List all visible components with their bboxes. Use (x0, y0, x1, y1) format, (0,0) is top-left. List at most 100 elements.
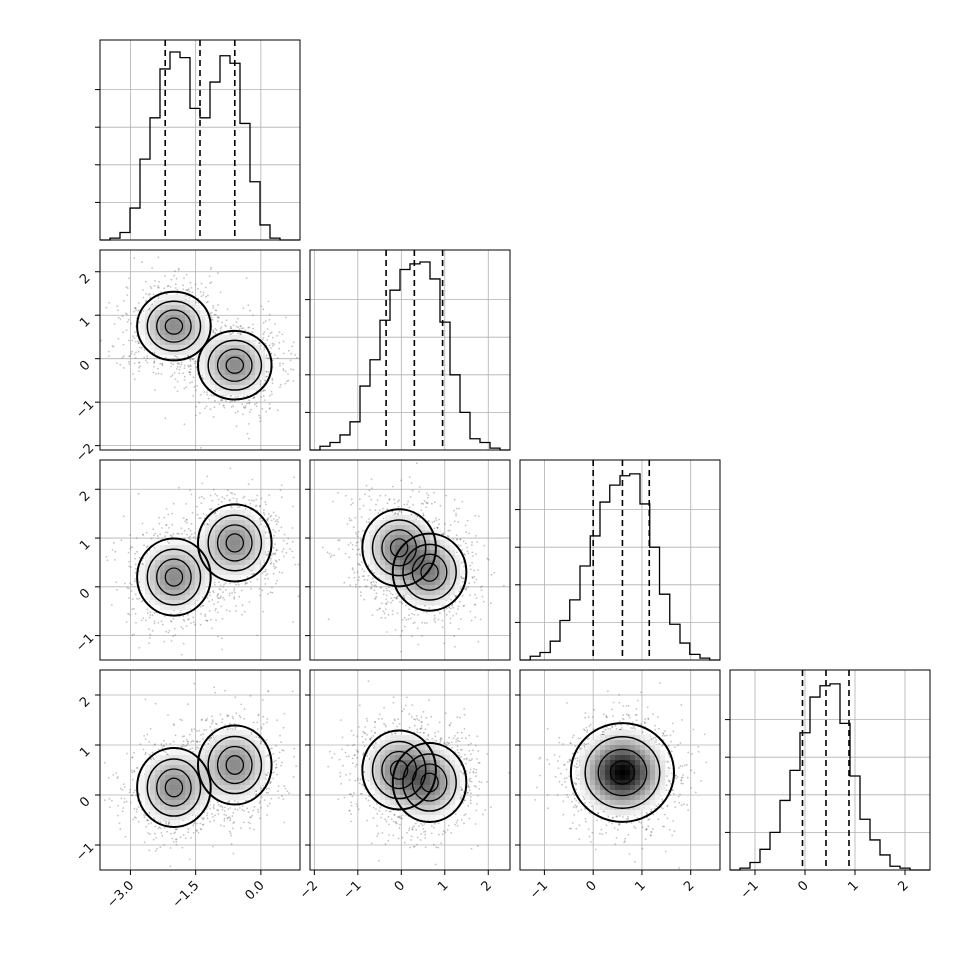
density-cell (160, 565, 166, 571)
density-cell (225, 540, 231, 546)
scatter-point (197, 287, 199, 290)
scatter-point (395, 596, 398, 599)
scatter-point (151, 303, 154, 306)
scatter-point (138, 361, 141, 364)
scatter-point (453, 498, 456, 501)
scatter-point (187, 527, 190, 530)
density-cell (145, 555, 151, 561)
scatter-point (153, 361, 156, 363)
scatter-point (243, 495, 246, 498)
density-cell (180, 565, 186, 571)
scatter-point (230, 507, 233, 509)
density-cell (170, 300, 176, 306)
scatter-point (408, 608, 411, 611)
scatter-point (220, 637, 223, 639)
scatter-point (279, 489, 282, 491)
scatter-point (271, 382, 274, 385)
scatter-point (189, 535, 192, 538)
density-cell (250, 535, 256, 541)
scatter-point (163, 287, 166, 290)
density-cell (180, 340, 186, 346)
scatter-point (409, 496, 412, 498)
density-cell (240, 355, 246, 361)
density-cell (230, 525, 236, 531)
density-cell (250, 355, 256, 361)
scatter-point (274, 553, 276, 556)
scatter-point (261, 519, 264, 522)
scatter-point (166, 531, 169, 534)
scatter-point (163, 640, 166, 643)
scatter-point (250, 569, 252, 572)
scatter-point (264, 375, 267, 378)
density-cell (205, 320, 211, 326)
scatter-point (145, 359, 147, 362)
scatter-point (266, 553, 269, 556)
scatter-point (279, 364, 281, 367)
scatter-point (410, 482, 413, 484)
scatter-point (183, 277, 185, 279)
scatter-point (229, 610, 231, 612)
scatter-point (250, 408, 252, 411)
scatter-point (266, 519, 269, 522)
density-cell (210, 540, 216, 546)
density-cell (175, 565, 181, 571)
density-cell (200, 370, 206, 376)
scatter-point (170, 620, 173, 623)
scatter-point (349, 584, 352, 587)
scatter-point (447, 529, 450, 532)
density-cell (250, 365, 256, 371)
scatter-point (212, 488, 215, 491)
scatter-point (148, 293, 151, 295)
density-cell (180, 605, 186, 611)
scatter-point (270, 519, 273, 522)
scatter-point (165, 524, 168, 526)
scatter-point (149, 611, 152, 613)
scatter-point (469, 564, 472, 567)
density-cell (180, 550, 186, 556)
density-cell (220, 335, 226, 341)
scatter-point (487, 558, 490, 561)
density-cell (245, 380, 251, 386)
density-cell (210, 365, 216, 371)
scatter-point (210, 316, 213, 319)
scatter-point (263, 561, 266, 564)
scatter-point (421, 621, 424, 624)
scatter-point (462, 605, 465, 607)
scatter-point (223, 406, 226, 409)
scatter-point (165, 293, 168, 296)
density-cell (235, 525, 241, 531)
density-cell (220, 535, 226, 541)
scatter-point (217, 503, 220, 506)
scatter-point (213, 603, 215, 605)
scatter-point (411, 635, 413, 638)
scatter-point (420, 509, 423, 512)
scatter-point (240, 589, 243, 592)
scatter-point (128, 363, 131, 365)
scatter-point (190, 522, 193, 525)
scatter-point (196, 505, 198, 508)
scatter-point (146, 357, 149, 360)
scatter-point (422, 512, 425, 515)
scatter-point (134, 567, 137, 570)
density-cell (230, 385, 236, 391)
density-cell (255, 520, 261, 526)
density-cell (250, 565, 256, 571)
scatter-point (368, 495, 371, 498)
scatter-point (216, 611, 219, 614)
scatter-point (174, 634, 177, 636)
scatter-point (136, 550, 138, 553)
scatter-point (138, 646, 141, 649)
scatter-point (111, 345, 114, 347)
scatter-point (211, 319, 214, 321)
scatter-point (400, 650, 402, 653)
scatter-point (249, 502, 252, 505)
scatter-point (255, 498, 258, 501)
scatter-point (126, 321, 129, 323)
density-cell (150, 585, 156, 591)
density-cell (200, 590, 206, 596)
scatter-point (269, 516, 272, 518)
scatter-point (409, 617, 412, 620)
scatter-point (261, 589, 264, 592)
scatter-point (356, 541, 359, 543)
density-cell (180, 600, 186, 606)
